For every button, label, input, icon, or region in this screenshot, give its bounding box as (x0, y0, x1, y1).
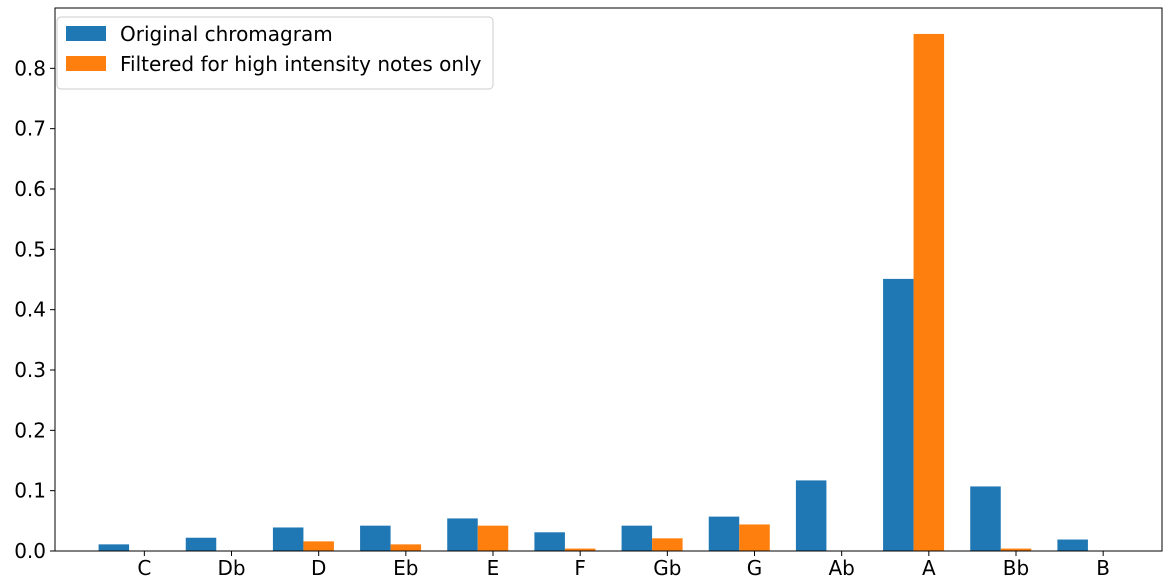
bar-original-d (272, 527, 304, 551)
y-tick-label: 0.3 (14, 358, 46, 382)
plot-frame (54, 7, 1163, 552)
bar-filtered-eb (390, 544, 422, 551)
y-tick-label: 0.4 (14, 298, 46, 322)
x-tick-label-b: B (1096, 556, 1110, 580)
legend-box (56, 16, 494, 90)
bar-original-c (98, 544, 130, 551)
x-tick-label-a: A (922, 556, 936, 580)
x-tick-label-d: D (311, 556, 326, 580)
bar-filtered-f (564, 548, 596, 551)
bar-original-b (1057, 539, 1088, 551)
x-tick-label-ab: Ab (828, 556, 854, 580)
bars-layer (98, 33, 1088, 551)
bar-filtered-e (477, 525, 509, 551)
bar-filtered-a (913, 33, 945, 551)
y-tick-label: 0.2 (14, 418, 46, 442)
x-tick-label-g: G (747, 556, 763, 580)
bar-filtered-bb (1000, 548, 1032, 551)
legend-swatch-filtered (66, 56, 106, 71)
y-tick-label: 0.7 (14, 117, 46, 141)
legend: Original chromagram Filtered for high int… (56, 16, 494, 90)
legend-label-original: Original chromagram (120, 22, 333, 46)
x-tick-label-e: E (487, 556, 500, 580)
y-tick-label: 0.0 (14, 539, 46, 563)
x-tick-label-bb: Bb (1003, 556, 1029, 580)
x-tick-label-db: Db (217, 556, 245, 580)
axes-layer: 0.0 0.1 0.2 0.3 0.4 0.5 0.6 0.7 0.8 C Db D Eb E F Gb G Ab… (14, 7, 1163, 580)
x-tick-label-eb: Eb (393, 556, 418, 580)
bar-original-ab (795, 480, 827, 551)
bar-filtered-g (739, 524, 770, 551)
y-tick-label: 0.8 (14, 56, 46, 80)
bar-original-g (708, 516, 740, 551)
bar-filtered-gb (652, 538, 683, 551)
legend-swatch-original (66, 26, 106, 41)
bar-original-a (883, 278, 914, 551)
bar-original-e (447, 518, 478, 551)
bar-original-gb (621, 525, 653, 551)
bar-original-eb (360, 525, 391, 551)
x-tick-label-c: C (137, 556, 151, 580)
bar-original-bb (970, 486, 1001, 551)
bar-original-db (185, 537, 217, 551)
y-tick-label: 0.6 (14, 177, 46, 201)
legend-label-filtered: Filtered for high intensity notes only (120, 52, 482, 76)
x-tick-label-f: F (574, 556, 586, 580)
bar-original-f (534, 532, 565, 551)
y-tick-label: 0.5 (14, 237, 46, 261)
y-tick-label: 0.1 (14, 479, 46, 503)
x-tick-label-gb: Gb (653, 556, 681, 580)
bar-filtered-d (303, 541, 334, 551)
